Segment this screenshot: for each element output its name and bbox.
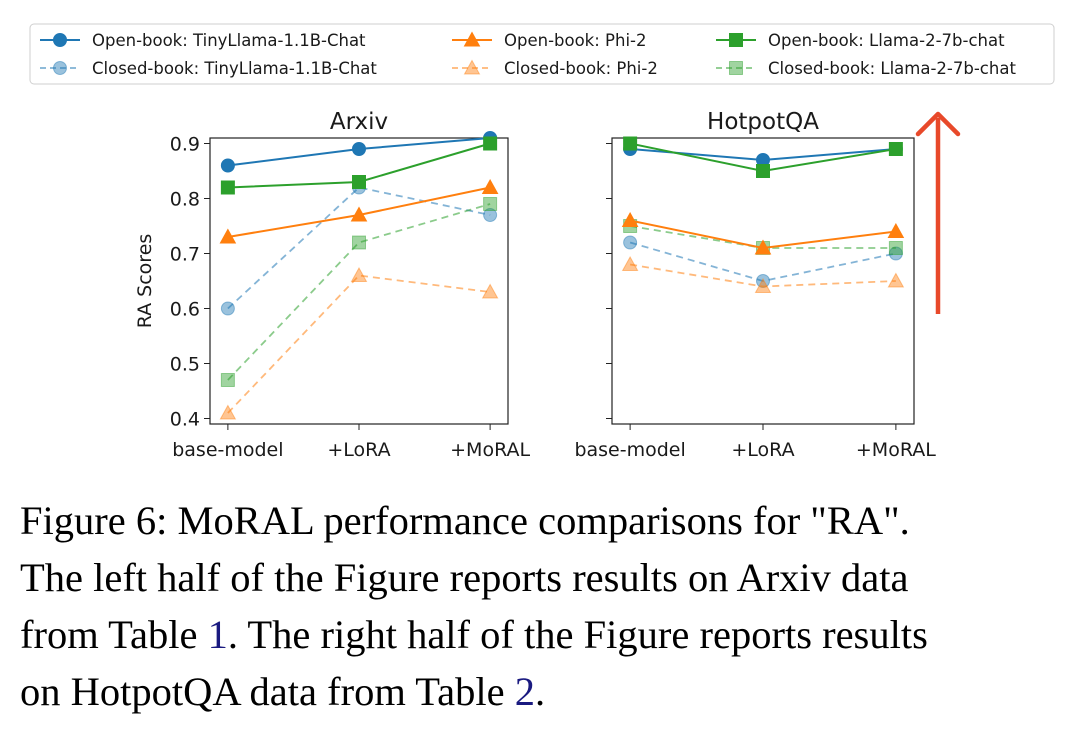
x-tick-label-lora: +LoRA xyxy=(327,439,390,461)
series-open-book-phi-2 xyxy=(621,211,905,255)
up-arrow-icon xyxy=(915,111,961,314)
series-open-book-phi-2 xyxy=(219,178,499,244)
legend-marker-open-book-tinyllama-1-1b-chat xyxy=(53,33,67,47)
legend-label-open-book-tinyllama-1-1b-chat: Open-book: TinyLlama-1.1B-Chat xyxy=(92,31,366,50)
data-point-closed-book-tinyllama-1-1b-chat-lora xyxy=(756,274,770,288)
data-point-closed-book-phi-2-lora xyxy=(754,277,772,293)
caption-line-2: The left half of the Figure reports resu… xyxy=(20,549,1080,606)
legend: Open-book: TinyLlama-1.1B-Chat Open-book:… xyxy=(29,23,1055,85)
x-tick-label-base-model: base-model xyxy=(172,439,283,461)
caption-text-4a: on HotpotQA data from Table xyxy=(20,669,515,714)
caption-text-3a: from Table xyxy=(20,612,208,657)
data-point-open-book-phi-2-lora xyxy=(350,206,368,222)
y-tick-label: 0.5 xyxy=(170,354,200,376)
x-tick-label-base-model: base-model xyxy=(574,439,685,461)
data-point-closed-book-phi-2-lora xyxy=(350,266,368,282)
table-1-link[interactable]: 1 xyxy=(207,612,228,657)
caption-text-1: Figure 6: MoRAL performance comparisons … xyxy=(20,498,910,543)
caption-line-4: on HotpotQA data from Table 2. xyxy=(20,663,1080,720)
series-closed-book-llama-2-7b-chat xyxy=(220,197,498,387)
data-point-open-book-tinyllama-1-1b-chat-lora xyxy=(352,142,366,156)
y-tick-label: 0.9 xyxy=(170,134,200,156)
legend-marker-open-book-phi-2 xyxy=(463,31,481,47)
data-point-closed-book-phi-2-base-model xyxy=(621,255,639,271)
figure-chart: Open-book: TinyLlama-1.1B-Chat Open-book:… xyxy=(29,23,1055,461)
chart-title-arxiv: Arxiv xyxy=(330,109,388,135)
y-tick-label: 0.4 xyxy=(170,409,200,431)
series-line-closed-book-tinyllama-1-1b-chat xyxy=(227,186,491,310)
arrow-head xyxy=(915,111,961,137)
data-point-open-book-phi-2-moral xyxy=(481,178,499,194)
caption-line-1: Figure 6: MoRAL performance comparisons … xyxy=(20,492,1080,549)
data-point-closed-book-llama-2-7b-chat-moral xyxy=(483,197,498,211)
data-point-closed-book-llama-2-7b-chat-lora xyxy=(352,235,366,250)
data-point-closed-book-llama-2-7b-chat-base-model xyxy=(220,373,235,387)
legend-marker-open-book-llama-2-7b-chat xyxy=(729,33,743,47)
series-closed-book-tinyllama-1-1b-chat xyxy=(623,235,903,288)
data-point-open-book-phi-2-moral xyxy=(887,222,905,238)
data-point-closed-book-phi-2-moral xyxy=(481,283,499,299)
caption-text-2: The left half of the Figure reports resu… xyxy=(20,555,909,600)
data-point-open-book-llama-2-7b-chat-lora xyxy=(352,175,366,189)
data-point-closed-book-tinyllama-1-1b-chat-moral xyxy=(888,246,903,261)
chart-panel-hotpotqa: HotpotQA base-model +LoRA +MoRAL xyxy=(574,109,936,461)
legend-marker-closed-book-tinyllama-1-1b-chat xyxy=(53,61,67,75)
data-point-closed-book-tinyllama-1-1b-chat-base-model xyxy=(220,301,235,316)
data-point-open-book-phi-2-lora xyxy=(754,239,772,255)
legend-label-open-book-phi-2: Open-book: Phi-2 xyxy=(504,31,647,50)
data-point-open-book-llama-2-7b-chat-base-model xyxy=(623,136,638,151)
data-point-open-book-phi-2-base-model xyxy=(219,228,237,244)
series-closed-book-phi-2 xyxy=(219,266,499,420)
chart-panel-arxiv: Arxiv 0.4 0.5 0.6 0.7 0.8 0.9 base-model +LoRA +M… xyxy=(134,109,531,461)
series-open-book-llama-2-7b-chat xyxy=(623,136,903,178)
caption-text-3b: . The right half of the Figure reports r… xyxy=(227,612,928,657)
legend-marker-closed-book-llama-2-7b-chat xyxy=(729,61,743,75)
data-point-open-book-llama-2-7b-chat-lora xyxy=(756,164,770,178)
data-point-open-book-phi-2-base-model xyxy=(621,211,639,227)
x-tick-label-moral: +MoRAL xyxy=(450,439,530,461)
data-point-open-book-llama-2-7b-chat-base-model xyxy=(220,180,235,195)
data-point-open-book-llama-2-7b-chat-moral xyxy=(888,142,903,156)
y-axis-label: RA Scores xyxy=(134,234,156,329)
table-2-link[interactable]: 2 xyxy=(514,669,535,714)
y-tick-label: 0.8 xyxy=(170,189,200,211)
series-line-closed-book-phi-2 xyxy=(629,263,896,288)
series-line-closed-book-phi-2 xyxy=(227,274,491,414)
x-tick-label-moral: +MoRAL xyxy=(856,439,936,461)
data-point-open-book-llama-2-7b-chat-moral xyxy=(483,136,498,151)
caption-text-4b: . xyxy=(534,669,546,714)
series-line-closed-book-tinyllama-1-1b-chat xyxy=(629,241,897,282)
series-closed-book-phi-2 xyxy=(621,255,905,293)
legend-frame xyxy=(29,23,1055,85)
figure-caption: Figure 6: MoRAL performance comparisons … xyxy=(20,492,1080,720)
data-point-closed-book-phi-2-moral xyxy=(887,272,905,288)
chart-title-hotpotqa: HotpotQA xyxy=(707,109,819,135)
data-point-closed-book-llama-2-7b-chat-moral xyxy=(888,241,903,255)
legend-label-closed-book-phi-2: Closed-book: Phi-2 xyxy=(504,59,658,78)
legend-label-open-book-llama-2-7b-chat: Open-book: Llama-2-7b-chat xyxy=(768,31,1005,50)
data-point-open-book-tinyllama-1-1b-chat-base-model xyxy=(220,158,235,173)
legend-label-closed-book-tinyllama-1-1b-chat: Closed-book: TinyLlama-1.1B-Chat xyxy=(92,59,377,78)
data-point-closed-book-tinyllama-1-1b-chat-base-model xyxy=(623,235,638,250)
x-tick-label-lora: +LoRA xyxy=(731,439,794,461)
series-open-book-llama-2-7b-chat xyxy=(220,136,498,195)
y-tick-label: 0.6 xyxy=(170,299,200,321)
legend-label-closed-book-llama-2-7b-chat: Closed-book: Llama-2-7b-chat xyxy=(768,59,1016,78)
legend-marker-closed-book-phi-2 xyxy=(463,59,481,75)
data-point-closed-book-phi-2-base-model xyxy=(219,404,237,420)
caption-line-3: from Table 1. The right half of the Figu… xyxy=(20,606,1080,663)
series-line-closed-book-llama-2-7b-chat xyxy=(227,203,491,381)
y-tick-label: 0.7 xyxy=(170,244,200,266)
data-point-closed-book-tinyllama-1-1b-chat-moral xyxy=(483,208,498,222)
